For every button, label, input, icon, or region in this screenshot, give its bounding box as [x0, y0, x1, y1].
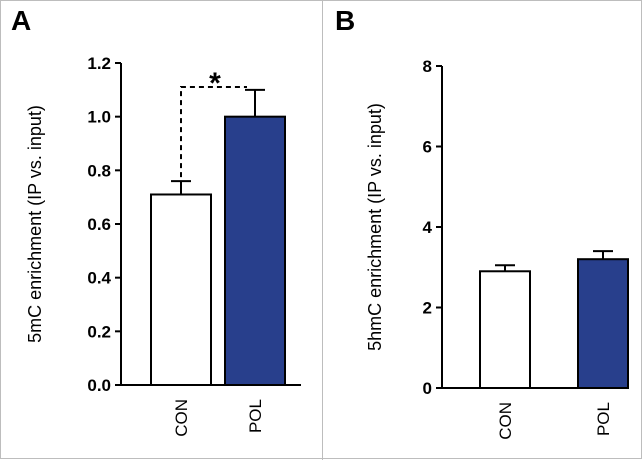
chart-a-y-axis-title: 5mC enrichment (IP vs. input) [25, 105, 45, 343]
chart-a-y-tick-label: 1.2 [87, 54, 111, 73]
chart-b-y-tick-label: 8 [423, 57, 432, 76]
panel-a-letter: A [11, 5, 32, 36]
chart-a-y-tick-label: 0.8 [87, 161, 111, 180]
chart-b-category-label: POL [594, 402, 613, 436]
chart-b-category-label: CON [496, 402, 515, 440]
panel-b-letter: B [335, 5, 356, 36]
chart-b-bar-pol [577, 258, 629, 390]
chart-a-category-label: CON [172, 399, 191, 437]
chart-b-y-tick-label: 0 [423, 379, 432, 398]
chart-a-y-tick-label: 0.2 [87, 322, 111, 341]
chart-a-y-tick-label: 0.4 [87, 269, 111, 288]
chart-a-significance-bracket [180, 86, 247, 178]
chart-b-bar-con [479, 270, 531, 389]
chart-a-category-label: POL [246, 399, 265, 433]
chart-a-y-tick-label: 1.0 [87, 108, 111, 127]
chart-a: 0.0 0.2 0.4 0.6 0.8 1.0 1.2 5mC enrichment (IP … [25, 54, 301, 437]
chart-b-y-tick-label: 6 [423, 138, 432, 157]
chart-a-y-tick-label: 0.6 [87, 215, 111, 234]
panel-divider [322, 1, 323, 460]
chart-b-y-tick-label: 2 [423, 299, 432, 318]
chart-a-y-tick-label: 0.0 [87, 376, 111, 395]
chart-b-y-tick-label: 4 [423, 218, 433, 237]
chart-a-significance-star: * [209, 67, 221, 100]
chart-b-y-axis-title: 5hmC enrichment (IP vs. input) [365, 103, 385, 351]
chart-b: 0 2 4 6 8 5hmC enrichment (IP vs. input) CON PO… [365, 57, 629, 440]
chart-a-bar-con [150, 193, 212, 386]
chart-a-bar-pol [224, 115, 286, 387]
